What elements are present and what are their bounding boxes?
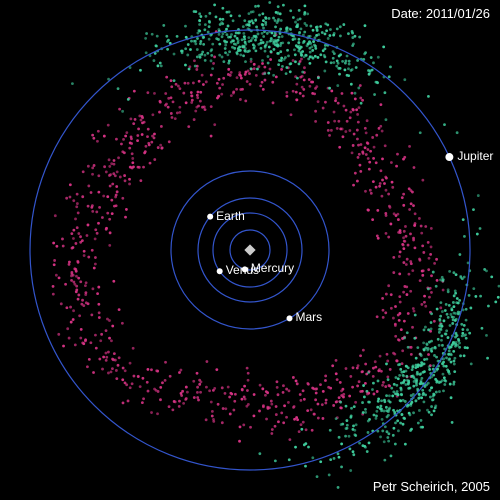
solar-system-svg bbox=[0, 0, 500, 500]
solar-system-diagram: Date: 2011/01/26 Petr Scheirich, 2005 Me… bbox=[0, 0, 500, 500]
date-label: Date: 2011/01/26 bbox=[391, 6, 490, 21]
planet-mars bbox=[287, 315, 293, 321]
credit-label: Petr Scheirich, 2005 bbox=[373, 479, 490, 494]
planet-label-venus: Venus bbox=[226, 263, 259, 277]
planet-jupiter bbox=[445, 153, 453, 161]
planet-label-earth: Earth bbox=[216, 209, 245, 223]
planet-earth bbox=[207, 214, 213, 220]
planet-label-mars: Mars bbox=[296, 310, 323, 324]
planet-venus bbox=[217, 268, 223, 274]
trojan-asteroids bbox=[71, 1, 500, 489]
sun-icon bbox=[244, 244, 255, 255]
planet-label-jupiter: Jupiter bbox=[457, 149, 493, 163]
